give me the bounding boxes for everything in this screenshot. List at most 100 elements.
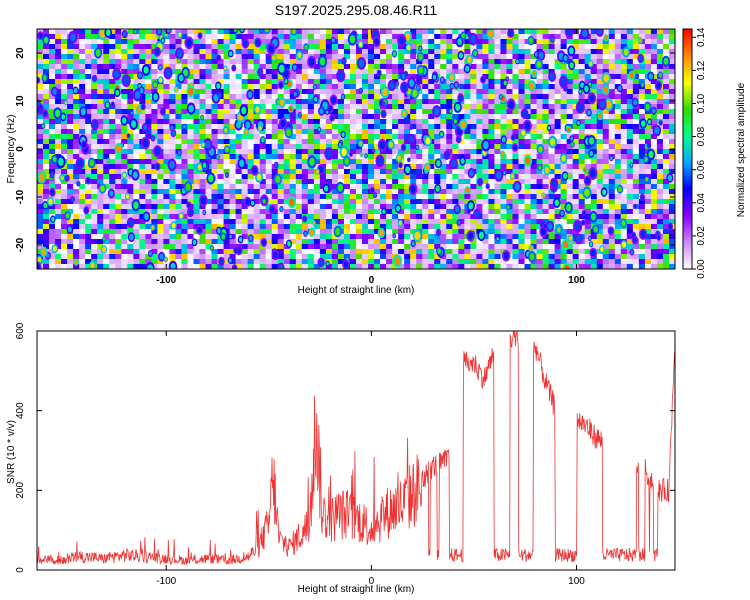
heatmap-cell: [169, 109, 176, 115]
heatmap-cell: [614, 254, 622, 260]
heatmap-cell: [85, 49, 92, 55]
heatmap-cell: [380, 149, 387, 155]
heatmap-cell: [97, 69, 104, 75]
heatmap-cell: [632, 224, 640, 230]
heatmap-cell: [193, 114, 200, 120]
heatmap-cell: [416, 119, 423, 125]
heatmap-cell: [422, 184, 429, 190]
heatmap-cell: [331, 89, 339, 95]
heatmap-cell: [650, 114, 658, 120]
heatmap-cell: [181, 144, 188, 150]
heatmap-cell: [343, 104, 351, 110]
heatmap-cell: [121, 234, 128, 240]
heatmap-cell: [79, 234, 86, 240]
heatmap-cell: [488, 224, 495, 230]
heatmap-cell: [295, 184, 303, 190]
heatmap-cell: [374, 94, 381, 100]
heatmap-cell: [313, 159, 321, 165]
heatmap-cell: [223, 159, 230, 165]
heatmap-cell: [193, 54, 200, 60]
heatmap-cell: [43, 229, 50, 235]
heatmap-cell: [343, 194, 351, 200]
heatmap-cell: [127, 259, 134, 265]
heatmap-cell: [277, 199, 285, 205]
heatmap-cell: [614, 94, 622, 100]
heatmap-cell: [127, 154, 134, 160]
heatmap-cell: [470, 94, 477, 100]
heatmap-cell: [79, 219, 86, 225]
heatmap-cell: [638, 214, 646, 220]
heatmap-cell: [229, 124, 237, 130]
heatmap-cell: [584, 149, 592, 155]
heatmap-cell: [428, 119, 435, 125]
heatmap-cell: [608, 59, 616, 65]
heatmap-cell: [103, 229, 110, 235]
heatmap-cell: [476, 224, 483, 230]
heatmap-cell: [79, 249, 86, 255]
heatmap-cell: [349, 169, 357, 175]
heatmap-cell: [470, 104, 477, 110]
heatmap-cell: [614, 49, 622, 55]
heatmap-cell: [644, 69, 652, 75]
heatmap-cell: [265, 109, 273, 115]
heatmap-cell: [79, 179, 86, 185]
heatmap-cell: [530, 149, 537, 155]
heatmap-cell: [217, 174, 224, 180]
heatmap-cell: [163, 49, 170, 55]
heatmap-cell: [151, 64, 158, 70]
heatmap-cell: [73, 249, 80, 255]
heatmap-cell: [37, 124, 44, 130]
heatmap-cell: [199, 219, 206, 225]
heatmap-cell: [331, 109, 339, 115]
heatmap-cell: [169, 79, 176, 85]
heatmap-cell: [253, 54, 261, 60]
heatmap-cell: [530, 129, 537, 135]
heatmap-cell: [626, 204, 634, 210]
heatmap-cell: [554, 49, 562, 55]
heatmap-cell: [97, 39, 104, 45]
heatmap-cell: [49, 179, 56, 185]
heatmap-cell: [602, 59, 610, 65]
heatmap-cell: [368, 64, 375, 70]
heatmap-cell: [223, 209, 230, 215]
heatmap-cell: [500, 74, 507, 80]
heatmap-cell: [668, 169, 675, 175]
heatmap-cell: [271, 84, 279, 90]
heatmap-cell: [518, 44, 525, 50]
heatmap-cell: [620, 139, 628, 145]
heatmap-cell: [374, 199, 381, 205]
heatmap-cell: [362, 84, 369, 90]
heatmap-cell: [97, 174, 104, 180]
heatmap-cell: [109, 44, 116, 50]
heatmap-cell: [295, 254, 303, 260]
heatmap-cell: [55, 194, 62, 200]
heatmap-cell: [632, 219, 640, 225]
heatmap-cell: [620, 114, 628, 120]
heatmap-cell: [43, 169, 50, 175]
heatmap-cell: [121, 209, 128, 215]
heatmap-cell: [283, 39, 291, 45]
heatmap-cell: [181, 229, 188, 235]
heatmap-cell: [163, 104, 170, 110]
heatmap-cell: [428, 239, 435, 245]
heatmap-cell: [247, 114, 255, 120]
heatmap-cell: [133, 59, 140, 65]
heatmap-cell: [319, 134, 327, 140]
heatmap-cell: [644, 79, 652, 85]
heatmap-cell: [133, 134, 140, 140]
heatmap-cell: [187, 149, 194, 155]
heatmap-cell: [518, 64, 525, 70]
heatmap-cell: [584, 169, 592, 175]
heatmap-cell: [650, 179, 658, 185]
heatmap-cell: [205, 239, 212, 245]
heatmap-cell: [476, 79, 483, 85]
heatmap-cell: [638, 169, 646, 175]
heatmap-cell: [542, 99, 549, 105]
heatmap-cell: [91, 114, 98, 120]
heatmap-cell: [313, 259, 321, 265]
heatmap-cell: [422, 59, 429, 65]
heatmap-cell: [277, 54, 285, 60]
heatmap-cell: [386, 59, 393, 65]
heatmap-cell: [584, 39, 592, 45]
heatmap-cell: [223, 89, 230, 95]
